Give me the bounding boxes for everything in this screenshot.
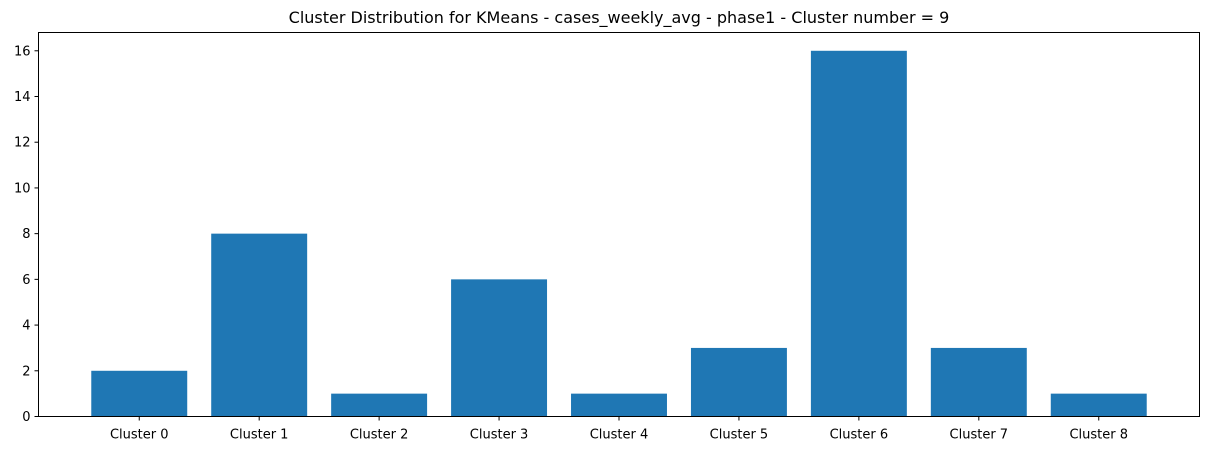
y-tick-label: 16 xyxy=(14,44,31,59)
y-tick-label: 8 xyxy=(22,227,30,242)
bar-cluster-8 xyxy=(1050,393,1147,417)
y-tick-label: 2 xyxy=(22,364,30,379)
x-tick-label: Cluster 4 xyxy=(590,428,649,443)
y-tick-label: 14 xyxy=(14,90,31,105)
x-axis: Cluster 0 Cluster 1 Cluster 2 Cluster 3 Clus… xyxy=(110,416,1128,443)
y-tick-label: 6 xyxy=(22,273,30,288)
x-tick-label: Cluster 2 xyxy=(350,428,409,443)
y-tick-label: 10 xyxy=(14,181,31,196)
x-tick-label: Cluster 3 xyxy=(470,428,529,443)
bar-cluster-5 xyxy=(690,347,787,417)
plot-frame xyxy=(38,32,1200,417)
bar-cluster-3 xyxy=(451,279,548,417)
x-tick-label: Cluster 5 xyxy=(710,428,769,443)
bars-layer xyxy=(91,50,1147,417)
bar-cluster-1 xyxy=(211,233,308,417)
bar-cluster-2 xyxy=(331,393,428,417)
bar-cluster-6 xyxy=(810,50,907,417)
y-tick-label: 4 xyxy=(22,319,30,334)
x-tick-label: Cluster 1 xyxy=(230,428,289,443)
bar-cluster-7 xyxy=(930,347,1027,417)
y-tick-label: 12 xyxy=(14,136,31,151)
x-tick-label: Cluster 7 xyxy=(950,428,1009,443)
y-axis: 0 2 4 6 8 10 12 14 16 xyxy=(14,44,39,425)
bar-cluster-0 xyxy=(91,370,188,417)
x-tick-label: Cluster 8 xyxy=(1069,428,1128,443)
x-tick-label: Cluster 6 xyxy=(830,428,889,443)
bar-cluster-4 xyxy=(571,393,667,417)
chart-title: Cluster Distribution for KMeans - cases_… xyxy=(289,8,950,28)
y-tick-label: 0 xyxy=(22,410,30,425)
x-tick-label: Cluster 0 xyxy=(110,428,169,443)
